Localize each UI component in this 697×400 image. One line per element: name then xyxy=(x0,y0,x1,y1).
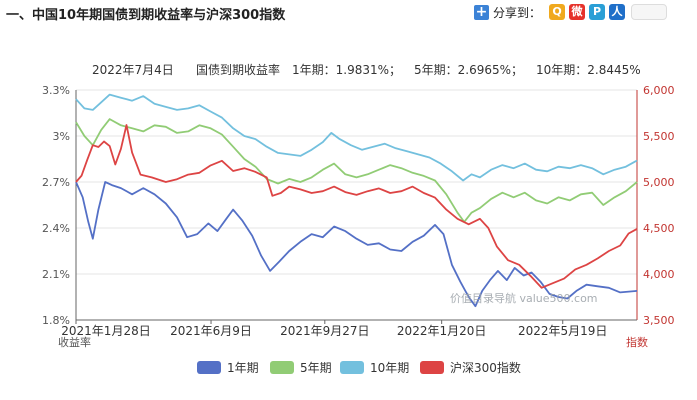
share-renren-icon[interactable]: 人 xyxy=(609,4,626,20)
y-left-tick-label: 2.7% xyxy=(42,176,70,189)
y-left-tick-label: 1.8% xyxy=(42,314,70,327)
x-tick-label: 2021年6月9日 xyxy=(170,324,252,338)
y-left-tick-label: 3% xyxy=(53,130,70,143)
page-title: 一、中国10年期国债到期收益率与沪深300指数 xyxy=(6,8,286,23)
header-item: 1年期：1.9831%； xyxy=(292,63,401,77)
share-more-button[interactable] xyxy=(631,4,668,20)
header-name: 国债到期收益率 xyxy=(196,62,280,77)
y-right-tick-label: 3,500 xyxy=(643,314,675,327)
watermark: 价值目录导航 value500.com xyxy=(450,291,598,305)
y-left-tick-label: 2.1% xyxy=(42,268,70,281)
y-right-axis-label: 指数 xyxy=(626,335,648,349)
y-right-tick-label: 6,000 xyxy=(643,84,675,97)
header-item: 5年期：2.6965%； xyxy=(414,63,523,77)
legend-label: 1年期 xyxy=(227,361,259,375)
y-left-tick-label: 3.3% xyxy=(42,84,70,97)
series-line-5年期 xyxy=(75,118,638,223)
share-qzone-icon[interactable]: Q xyxy=(549,4,566,20)
share-weibo-icon[interactable]: 微 xyxy=(569,4,586,20)
series-line-沪深300指数 xyxy=(75,124,638,289)
x-tick-label: 2022年5月19日 xyxy=(518,324,607,338)
series-line-10年期 xyxy=(75,93,638,182)
legend-swatch xyxy=(340,361,364,374)
share-label: 分享到： xyxy=(493,5,542,20)
x-tick-label: 2022年1月20日 xyxy=(397,324,486,338)
header-date: 2022年7月4日 xyxy=(92,63,174,77)
legend-swatch xyxy=(420,361,444,374)
series-line-1年期 xyxy=(75,181,638,308)
legend-label: 沪深300指数 xyxy=(450,360,521,375)
x-tick-label: 2021年1月28日 xyxy=(61,324,150,338)
y-right-tick-label: 5,500 xyxy=(643,130,675,143)
y-right-tick-label: 4,000 xyxy=(643,268,675,281)
header-item: 10年期：2.8445% xyxy=(536,63,641,77)
y-right-tick-label: 5,000 xyxy=(643,176,675,189)
y-left-tick-label: 2.4% xyxy=(42,222,70,235)
x-tick-label: 2021年9月27日 xyxy=(280,324,369,338)
y-left-axis-label: 收益率 xyxy=(58,335,91,349)
share-plus-icon[interactable]: + xyxy=(474,3,489,20)
share-tencent-icon[interactable]: P xyxy=(589,4,606,20)
y-right-tick-label: 4,500 xyxy=(643,222,675,235)
legend-swatch xyxy=(270,361,294,374)
legend-label: 5年期 xyxy=(300,361,332,375)
legend-label: 10年期 xyxy=(370,361,409,375)
legend-swatch xyxy=(197,361,221,374)
